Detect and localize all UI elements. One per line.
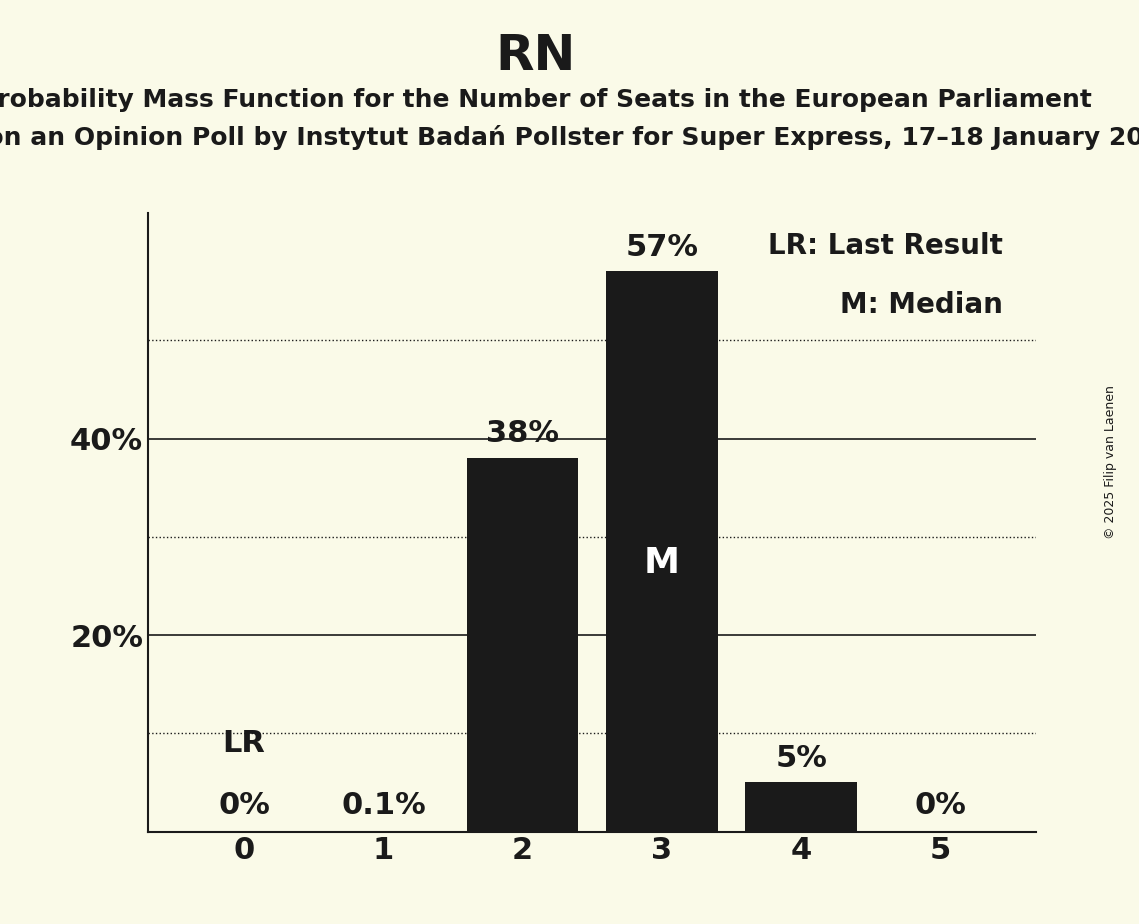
Text: 5%: 5%	[776, 744, 827, 772]
Text: © 2025 Filip van Laenen: © 2025 Filip van Laenen	[1104, 385, 1117, 539]
Text: Probability Mass Function for the Number of Seats in the European Parliament: Probability Mass Function for the Number…	[0, 88, 1092, 112]
Text: 0%: 0%	[219, 791, 270, 820]
Bar	[745, 783, 857, 832]
Text: 57%: 57%	[625, 233, 698, 261]
Text: LR: LR	[223, 729, 265, 758]
Bar	[328, 831, 440, 832]
Bar	[467, 458, 579, 832]
Bar	[606, 272, 718, 832]
Text: RN: RN	[495, 32, 575, 80]
Text: 0.1%: 0.1%	[341, 791, 426, 820]
Text: M: M	[644, 546, 680, 579]
Text: LR: Last Result: LR: Last Result	[768, 232, 1003, 261]
Text: 0%: 0%	[915, 791, 966, 820]
Text: M: Median: M: Median	[841, 291, 1003, 319]
Text: 38%: 38%	[486, 419, 559, 448]
Text: Based on an Opinion Poll by Instytut Badań Pollster for Super Express, 17–18 Jan: Based on an Opinion Poll by Instytut Bad…	[0, 125, 1139, 150]
